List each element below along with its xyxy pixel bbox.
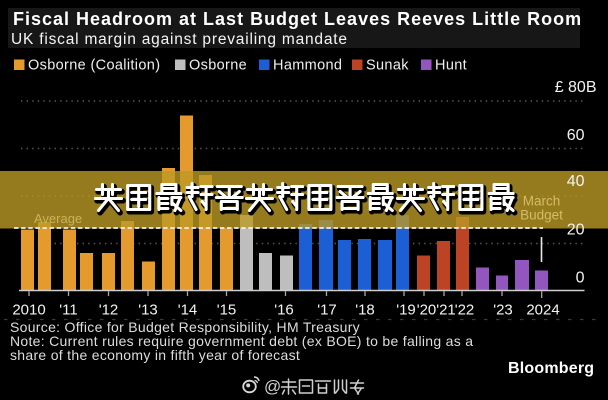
svg-text:'22: '22	[455, 302, 475, 319]
svg-text:Budget: Budget	[520, 208, 563, 223]
svg-text:'20: '20	[417, 302, 437, 319]
svg-text:'12: '12	[99, 302, 119, 319]
svg-text:March: March	[523, 194, 561, 209]
svg-text:@: @	[264, 377, 281, 396]
svg-text:Osborne: Osborne	[189, 58, 247, 74]
svg-text:Bloomberg: Bloomberg	[508, 360, 594, 377]
svg-text:£ 80B: £ 80B	[555, 79, 597, 96]
svg-text:'13: '13	[138, 302, 158, 319]
svg-text:Fiscal Headroom at Last Budget: Fiscal Headroom at Last Budget Leaves Re…	[13, 9, 582, 29]
svg-text:2024: 2024	[526, 302, 559, 319]
svg-text:'16: '16	[274, 302, 294, 319]
svg-text:2010: 2010	[12, 302, 45, 319]
svg-text:share of the economy in fifth: share of the economy in fifth year of fo…	[10, 347, 300, 363]
svg-text:20: 20	[567, 221, 585, 238]
svg-text:Osborne (Coalition): Osborne (Coalition)	[28, 58, 160, 74]
svg-text:UK fiscal margin against preva: UK fiscal margin against prevailing mand…	[11, 31, 348, 48]
svg-text:'17: '17	[317, 302, 337, 319]
svg-text:40: 40	[567, 173, 585, 190]
svg-text:'23: '23	[493, 302, 513, 319]
svg-text:Source: Office for Budget Resp: Source: Office for Budget Responsibility…	[10, 319, 360, 335]
svg-text:Sunak: Sunak	[366, 58, 409, 74]
svg-text:Average: Average	[34, 211, 82, 226]
svg-text:60: 60	[567, 127, 585, 144]
svg-text:'18: '18	[355, 302, 375, 319]
svg-text:Hammond: Hammond	[273, 58, 342, 74]
svg-text:'14: '14	[178, 302, 198, 319]
svg-text:'15: '15	[217, 302, 237, 319]
svg-text:Note: Current rules require go: Note: Current rules require government d…	[10, 333, 473, 349]
svg-text:'21: '21	[436, 302, 456, 319]
svg-text:'19: '19	[396, 302, 416, 319]
svg-text:Hunt: Hunt	[435, 58, 467, 74]
svg-text:'11: '11	[59, 302, 77, 319]
svg-text:0: 0	[576, 269, 585, 286]
